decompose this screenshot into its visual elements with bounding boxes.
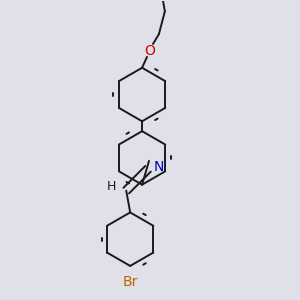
- Text: O: O: [145, 44, 155, 58]
- Text: N: N: [154, 160, 164, 174]
- Text: H: H: [107, 180, 116, 193]
- Text: Br: Br: [122, 275, 138, 289]
